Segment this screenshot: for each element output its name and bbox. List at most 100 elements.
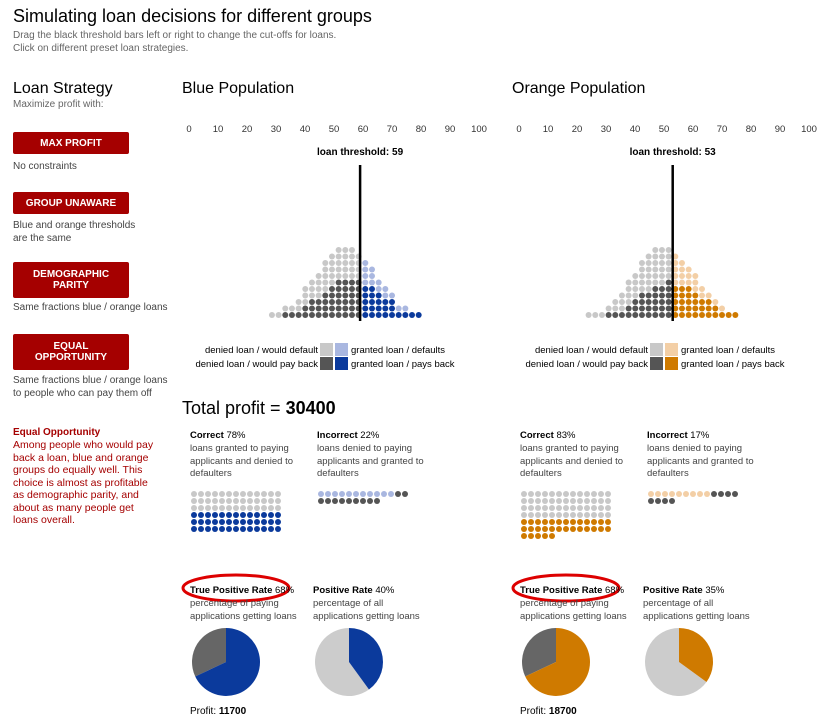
dot bbox=[275, 526, 281, 532]
dot bbox=[535, 512, 541, 518]
dot bbox=[226, 519, 232, 525]
applicant-dot bbox=[389, 312, 395, 318]
dot bbox=[528, 519, 534, 525]
applicant-dot bbox=[725, 312, 732, 318]
metric-label: Correct bbox=[190, 430, 224, 441]
applicant-dot bbox=[652, 253, 659, 260]
dot bbox=[570, 512, 576, 518]
dot bbox=[690, 491, 696, 497]
dot bbox=[577, 505, 583, 511]
applicant-dot bbox=[658, 253, 665, 260]
profit-value: 18700 bbox=[548, 706, 577, 717]
applicant-dot bbox=[712, 299, 719, 305]
dot bbox=[346, 491, 352, 497]
pie-rest bbox=[192, 628, 226, 677]
applicant-dot bbox=[308, 305, 315, 312]
applicant-dot bbox=[625, 305, 632, 312]
applicant-dot bbox=[342, 305, 349, 312]
applicant-dot bbox=[685, 266, 692, 273]
dot bbox=[535, 491, 541, 497]
legend-label: granted loan / defaults bbox=[681, 345, 776, 356]
axis-tick-label: 90 bbox=[445, 124, 456, 135]
applicant-dot bbox=[618, 312, 625, 318]
applicant-dot bbox=[348, 247, 355, 253]
dot bbox=[268, 512, 274, 518]
rate-heading: Positive Rate 40% bbox=[313, 585, 394, 596]
dot bbox=[191, 491, 197, 497]
dot bbox=[212, 519, 218, 525]
strategy-button[interactable]: DEMOGRAPHIC PARITY bbox=[13, 262, 129, 298]
dot bbox=[542, 491, 548, 497]
applicant-dot bbox=[605, 312, 612, 318]
dot bbox=[570, 491, 576, 497]
dot bbox=[584, 526, 590, 532]
dot bbox=[535, 498, 541, 504]
metric-heading: Correct 83% bbox=[520, 430, 575, 441]
applicant-dot bbox=[328, 253, 335, 260]
dot bbox=[247, 512, 253, 518]
applicant-dot bbox=[645, 279, 652, 286]
metric-description: loans granted to paying applicants and d… bbox=[520, 443, 623, 479]
applicant-dot bbox=[315, 286, 322, 292]
dot bbox=[725, 491, 731, 497]
axis-tick-label: 10 bbox=[213, 124, 224, 135]
applicant-dot bbox=[315, 305, 322, 312]
applicant-dot bbox=[322, 312, 329, 318]
dot bbox=[563, 512, 569, 518]
dot bbox=[542, 498, 548, 504]
legend-label: granted loan / pays back bbox=[681, 359, 785, 370]
dot bbox=[697, 491, 703, 497]
rate-label: True Positive Rate bbox=[190, 585, 273, 596]
dot bbox=[381, 491, 387, 497]
applicant-dot bbox=[362, 312, 369, 318]
applicant-dot bbox=[335, 305, 342, 312]
rate-description: percentage of all applications getting l… bbox=[313, 598, 420, 622]
applicant-dot bbox=[295, 299, 302, 305]
applicant-dot bbox=[282, 305, 289, 312]
applicant-dot bbox=[678, 305, 685, 312]
applicant-dot bbox=[652, 299, 659, 305]
dot bbox=[598, 498, 604, 504]
rate-description: percentage of paying applications gettin… bbox=[190, 598, 297, 622]
dot bbox=[212, 512, 218, 518]
dot bbox=[268, 505, 274, 511]
applicant-dot bbox=[415, 312, 422, 318]
applicant-dot bbox=[368, 305, 375, 312]
strategy-button[interactable]: GROUP UNAWARE bbox=[13, 192, 129, 214]
metric-label: Incorrect bbox=[317, 430, 358, 441]
threshold-value: 53 bbox=[704, 147, 716, 158]
applicant-dot bbox=[658, 279, 665, 286]
dot bbox=[535, 533, 541, 539]
dot bbox=[191, 519, 197, 525]
metric-heading: Incorrect 22% bbox=[317, 430, 379, 441]
dot bbox=[549, 512, 555, 518]
applicant-dot bbox=[665, 260, 672, 266]
applicant-dot bbox=[342, 299, 349, 305]
dot bbox=[198, 519, 204, 525]
applicant-dot bbox=[315, 273, 322, 279]
dot bbox=[198, 512, 204, 518]
strategy-button[interactable]: MAX PROFIT bbox=[13, 132, 129, 154]
dot bbox=[570, 519, 576, 525]
applicant-dot bbox=[678, 299, 685, 305]
applicant-dot bbox=[342, 253, 349, 260]
axis-tick-label: 90 bbox=[775, 124, 786, 135]
strategy-button[interactable]: EQUAL OPPORTUNITY bbox=[13, 334, 129, 370]
legend-label: denied loan / would default bbox=[204, 345, 318, 356]
metric-description: loans denied to paying applicants and gr… bbox=[647, 443, 754, 479]
applicant-dot bbox=[638, 299, 645, 305]
legend-label: granted loan / pays back bbox=[351, 359, 455, 370]
dot bbox=[549, 505, 555, 511]
applicant-dot bbox=[705, 312, 712, 318]
dot bbox=[563, 526, 569, 532]
dot bbox=[535, 505, 541, 511]
applicant-dot bbox=[698, 305, 705, 312]
applicant-dot bbox=[605, 305, 612, 312]
axis-tick-label: 30 bbox=[601, 124, 612, 135]
dot bbox=[346, 498, 352, 504]
dot bbox=[704, 491, 710, 497]
dot bbox=[598, 505, 604, 511]
applicant-dot bbox=[348, 266, 355, 273]
dot bbox=[226, 498, 232, 504]
